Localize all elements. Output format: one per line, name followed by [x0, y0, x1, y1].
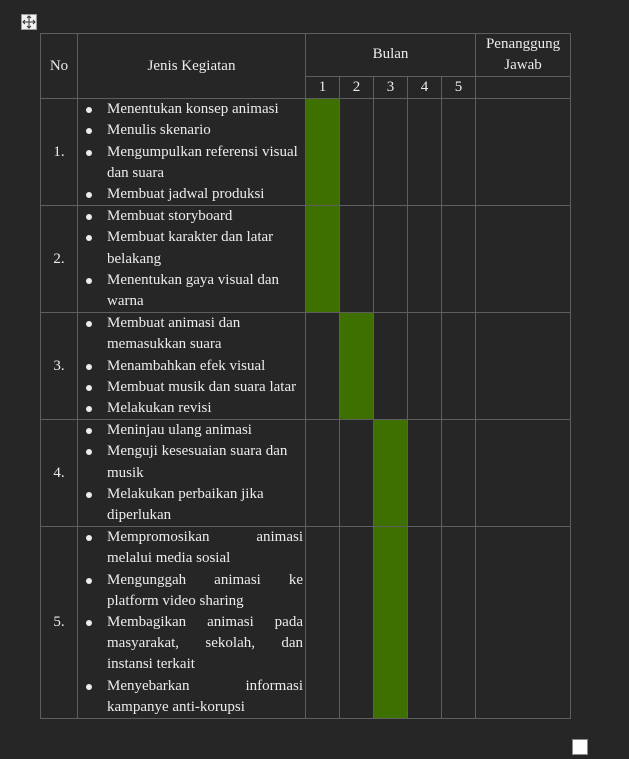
activity-item: Membuat storyboard	[78, 206, 305, 227]
month-2-cell[interactable]	[339, 98, 374, 207]
activity-cell[interactable]: Menentukan konsep animasi Menulis skenar…	[77, 98, 306, 207]
month-5-cell[interactable]	[440, 312, 477, 421]
month-1-cell[interactable]	[305, 312, 340, 421]
activity-item: Meninjau ulang animasi	[78, 420, 305, 441]
activity-item: Membuat karakter dan latar belakang	[78, 227, 305, 269]
activity-cell[interactable]: Membuat animasi dan memasukkan suara Men…	[77, 312, 306, 421]
month-4-cell[interactable]	[407, 98, 442, 207]
table-move-handle-icon[interactable]	[21, 14, 37, 30]
month-3-cell[interactable]	[373, 205, 408, 314]
activity-item: Melakukan revisi	[78, 398, 305, 419]
pic-cell[interactable]	[475, 526, 572, 720]
activity-cell[interactable]: Meninjau ulang animasi Menguji kesesuaia…	[77, 419, 306, 528]
table-row: 2. Membuat storyboard Membuat karakter d…	[40, 205, 572, 314]
month-3-cell[interactable]	[373, 312, 408, 421]
schedule-table: No Jenis Kegiatan Bulan Penanggung Jawab…	[40, 32, 572, 720]
month-3-cell[interactable]	[373, 526, 408, 720]
header-month-4[interactable]: 4	[407, 75, 442, 100]
row-number[interactable]: 5.	[40, 526, 78, 720]
table-row: 1. Menentukan konsep animasi Menulis ske…	[40, 98, 572, 207]
activity-item: Membuat musik dan suara latar	[78, 377, 305, 398]
header-activity[interactable]: Jenis Kegiatan	[77, 32, 306, 100]
activity-item: Menulis skenario	[78, 120, 305, 141]
header-month-1[interactable]: 1	[305, 75, 340, 100]
row-number[interactable]: 1.	[40, 98, 78, 207]
activity-item: Membuat animasi dan memasukkan suara	[78, 313, 305, 355]
activity-item: Menentukan konsep animasi	[78, 99, 305, 120]
month-5-cell[interactable]	[440, 205, 477, 314]
month-3-cell[interactable]	[373, 419, 408, 528]
activity-item: Membuat jadwal produksi	[78, 184, 305, 205]
month-5-cell[interactable]	[440, 98, 477, 207]
pic-cell[interactable]	[475, 98, 572, 207]
month-1-cell[interactable]	[305, 98, 340, 207]
header-month-3[interactable]: 3	[373, 75, 408, 100]
activity-item: Membagikan animasi pada masyarakat, seko…	[78, 612, 305, 676]
table-row: 3. Membuat animasi dan memasukkan suara …	[40, 312, 572, 421]
activity-item: Menambahkan efek visual	[78, 356, 305, 377]
activity-item: Mempromosikan animasi melalui media sosi…	[78, 527, 305, 569]
month-4-cell[interactable]	[407, 526, 442, 720]
header-pic-blank[interactable]	[475, 75, 572, 100]
row-number[interactable]: 2.	[40, 205, 78, 314]
month-4-cell[interactable]	[407, 205, 442, 314]
table-row: 4. Meninjau ulang animasi Menguji kesesu…	[40, 419, 572, 528]
month-2-cell[interactable]	[339, 312, 374, 421]
month-5-cell[interactable]	[440, 419, 477, 528]
activity-cell[interactable]: Mempromosikan animasi melalui media sosi…	[77, 526, 306, 720]
header-month-5[interactable]: 5	[440, 75, 477, 100]
header-pic[interactable]: Penanggung Jawab	[475, 33, 572, 77]
pic-cell[interactable]	[475, 419, 572, 528]
selection-box-icon[interactable]	[572, 739, 588, 755]
month-1-cell[interactable]	[305, 205, 340, 314]
table-row: 5. Mempromosikan animasi melalui media s…	[40, 526, 572, 720]
month-2-cell[interactable]	[339, 419, 374, 528]
month-2-cell[interactable]	[339, 205, 374, 314]
activity-item: Melakukan perbaikan jika diperlukan	[78, 484, 305, 526]
row-number[interactable]: 3.	[40, 312, 78, 421]
header-month[interactable]: Bulan	[304, 33, 477, 77]
header-no[interactable]: No	[40, 32, 78, 100]
month-5-cell[interactable]	[440, 526, 477, 720]
month-4-cell[interactable]	[407, 312, 442, 421]
month-1-cell[interactable]	[305, 526, 340, 720]
month-1-cell[interactable]	[305, 419, 340, 528]
activity-item: Menguji kesesuaian suara dan musik	[78, 441, 305, 483]
month-3-cell[interactable]	[373, 98, 408, 207]
month-4-cell[interactable]	[407, 419, 442, 528]
pic-cell[interactable]	[475, 205, 572, 314]
activity-cell[interactable]: Membuat storyboard Membuat karakter dan …	[77, 205, 306, 314]
month-2-cell[interactable]	[339, 526, 374, 720]
activity-item: Mengunggah animasi ke platform video sha…	[78, 570, 305, 612]
header-month-2[interactable]: 2	[339, 75, 374, 100]
activity-item: Mengumpulkan referensi visual dan suara	[78, 142, 305, 184]
activity-item: Menyebarkan informasi kampanye anti-koru…	[78, 676, 305, 718]
activity-item: Menentukan gaya visual dan warna	[78, 270, 305, 312]
row-number[interactable]: 4.	[40, 419, 78, 528]
pic-cell[interactable]	[475, 312, 572, 421]
